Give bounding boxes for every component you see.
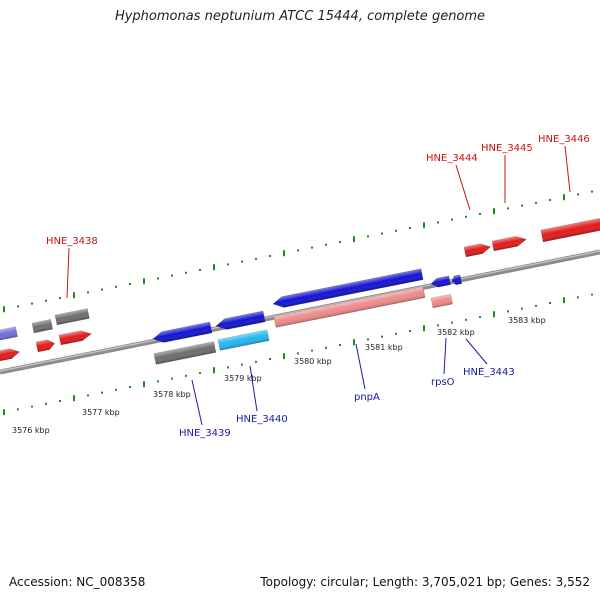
gene-hne3444-shade	[464, 243, 491, 257]
gene-label[interactable]: HNE_3438	[46, 236, 98, 247]
leader-line	[355, 343, 366, 390]
kbp-label: 3577 kbp	[82, 408, 120, 417]
gene-hne3446-shade	[540, 216, 600, 242]
gene-gray-center-shade	[153, 341, 216, 365]
gene-red-2	[35, 339, 56, 353]
gene-light-blue-shade	[217, 329, 270, 351]
gene-gray-1-shade	[32, 319, 53, 333]
leader-line	[66, 247, 70, 299]
gene-gray-2	[54, 308, 90, 326]
gene-label[interactable]: HNE_3439	[179, 428, 231, 439]
gene-rpsO-shade	[431, 275, 451, 288]
gene-label[interactable]: HNE_3446	[538, 134, 590, 145]
leader-line	[443, 337, 447, 375]
gene-pink-small	[430, 293, 453, 309]
gene-purple-left-shade	[0, 326, 18, 341]
lower-tick-track	[3, 293, 593, 416]
gene-red-1-shade	[0, 348, 20, 362]
labels: 3576 kbp 3577 kbp 3578 kbp 3579 kbp 3580 kbp…	[12, 134, 590, 439]
gene-pink-shade	[273, 286, 426, 328]
leader-line	[249, 365, 258, 412]
gene-red-2-shade	[36, 339, 55, 352]
gene-pink-small-shade	[431, 294, 453, 308]
gene-pink	[273, 286, 426, 328]
kbp-label: 3581 kbp	[365, 343, 403, 352]
gene-gray-center	[153, 341, 217, 365]
gene-gray-1	[31, 319, 53, 334]
kbp-label: 3576 kbp	[12, 426, 50, 435]
gene-hne3443-shade	[452, 274, 462, 285]
gene-hne3446	[540, 216, 600, 243]
backbone-highlight	[0, 250, 600, 372]
gene-gray-2-shade	[55, 308, 90, 325]
gene-hne3439-shade	[153, 322, 212, 343]
leader-line	[564, 145, 571, 193]
gene-hne3443	[451, 274, 463, 286]
leader-line	[465, 338, 488, 365]
kbp-label: 3583 kbp	[508, 316, 546, 325]
gene-label[interactable]: HNE_3445	[481, 143, 533, 154]
gene-rpsO	[430, 275, 451, 288]
accession-text: Accession: NC_008358	[9, 575, 146, 589]
gene-pnpA-shade	[273, 268, 424, 308]
gene-hne3445-shade	[492, 236, 527, 251]
gene-red-1	[0, 348, 21, 363]
label-leaders	[66, 145, 571, 426]
gene-label[interactable]: HNE_3443	[463, 367, 515, 378]
kbp-label: 3580 kbp	[294, 357, 332, 366]
gene-light-blue	[217, 329, 270, 351]
leader-line	[191, 379, 203, 426]
gene-purple-left	[0, 326, 18, 342]
kbp-label: 3579 kbp	[224, 374, 262, 383]
gene-hne3440-shade	[216, 310, 266, 330]
gene-pnpA	[272, 268, 424, 308]
gene-red-3	[58, 330, 93, 346]
leader-line	[455, 164, 471, 211]
gene-hne3439	[152, 321, 213, 343]
kbp-label: 3578 kbp	[153, 390, 191, 399]
topology-text: Topology: circular; Length: 3,705,021 bp…	[260, 575, 590, 589]
kbp-label: 3582 kbp	[437, 328, 475, 337]
gene-hne3445	[491, 236, 527, 252]
map-title: Hyphomonas neptunium ATCC 15444, complet…	[114, 9, 486, 24]
gene-hne3440	[215, 310, 266, 330]
gene-red-3-shade	[59, 330, 92, 345]
gene-label[interactable]: rpsO	[431, 377, 455, 388]
gene-label[interactable]: HNE_3440	[236, 414, 288, 425]
gene-label[interactable]: HNE_3444	[426, 153, 478, 164]
gene-label[interactable]: pnpA	[354, 392, 380, 403]
gene-hne3444	[463, 243, 492, 258]
gene-features	[0, 216, 600, 365]
upper-tick-track	[3, 190, 593, 313]
